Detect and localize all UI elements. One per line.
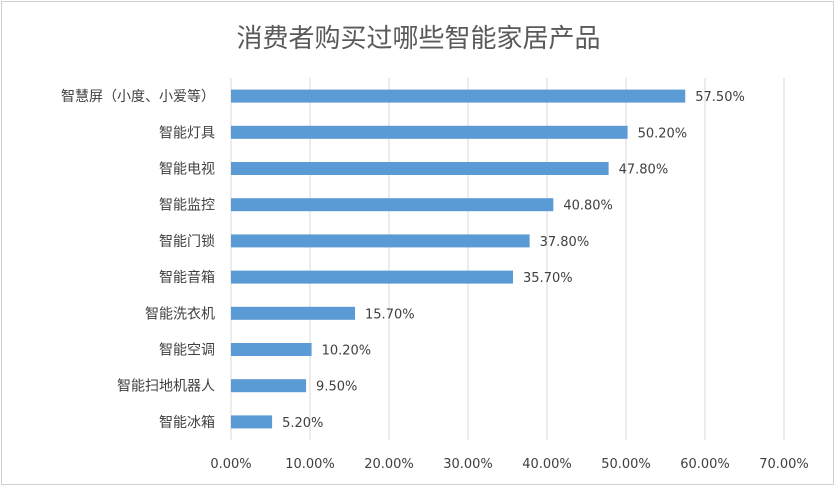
category-label: 智能灯具 [159,125,215,141]
data-label: 10.20% [322,344,372,359]
x-tick-label: 70.00% [759,457,809,472]
x-tick-label: 20.00% [364,457,414,472]
data-label: 40.80% [563,199,613,214]
category-label: 智能扫地机器人 [117,379,215,395]
category-label: 智能空调 [159,343,215,359]
data-label: 35.70% [523,271,573,286]
data-label: 37.80% [540,235,590,250]
bar [231,415,273,429]
category-label: 智能电视 [159,162,215,178]
bar [231,198,554,212]
bar [231,306,356,320]
x-tick-label: 60.00% [680,457,730,472]
category-label: 智能音箱 [159,269,215,286]
data-label: 57.50% [695,90,745,105]
category-label: 智能洗衣机 [145,306,215,322]
bar [231,270,514,284]
bar [231,125,628,139]
bar [231,379,307,393]
x-tick-label: 10.00% [285,457,335,472]
x-tick-label: 40.00% [522,457,572,472]
data-label: 9.50% [316,380,357,395]
x-tick-label: 50.00% [601,457,651,472]
data-label: 50.20% [638,126,688,141]
bar [231,343,312,356]
x-tick-label: 30.00% [443,457,493,472]
bar [231,234,530,248]
category-label: 智能冰箱 [159,415,215,431]
bar [231,162,609,175]
bar [231,89,686,103]
x-tick-label: 0.00% [210,457,251,472]
category-label: 智慧屏（小度、小爱等） [61,88,215,105]
data-label: 15.70% [365,307,415,322]
category-label: 智能门锁 [159,234,215,250]
category-label: 智能监控 [159,198,215,214]
chart-title: 消费者购买过哪些智能家居产品 [236,24,601,54]
data-label: 47.80% [619,163,669,178]
data-label: 5.20% [282,416,323,431]
